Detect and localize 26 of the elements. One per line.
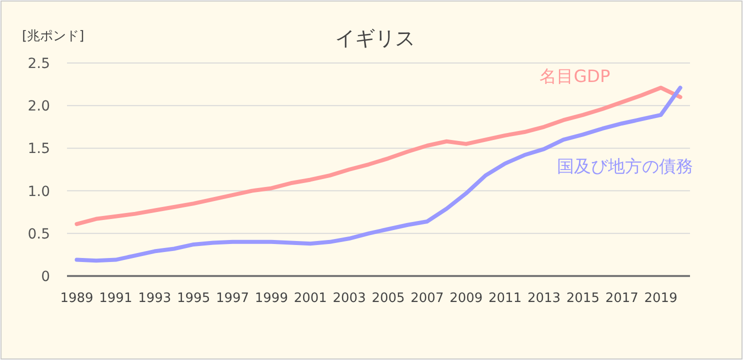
y-tick-label: 0 [41,269,50,285]
chart-title: イギリス [335,26,415,50]
x-tick-label: 2003 [332,291,366,306]
x-tick-label: 2015 [566,291,600,306]
x-tick-label: 1995 [177,291,210,306]
y-axis-title: [兆ポンド] [22,29,84,44]
x-tick-label: 2017 [605,291,638,306]
y-tick-label: 0.5 [28,226,50,242]
series-label: 国及び地方の債務 [557,157,693,177]
x-tick-label: 1991 [99,291,132,306]
y-tick-label: 1.5 [28,141,50,158]
x-tick-label: 2011 [488,291,522,306]
x-tick-label: 2007 [410,291,444,306]
x-tick-label: 1989 [60,291,94,306]
x-tick-label: 1993 [138,291,172,306]
y-tick-label: 2.5 [28,56,50,72]
x-tick-label: 1997 [216,291,250,306]
x-tick-label: 2013 [527,291,561,306]
y-tick-label: 2.0 [28,98,50,115]
x-tick-label: 1999 [254,291,288,306]
x-tick-label: 2009 [450,291,483,306]
x-tick-label: 2005 [372,291,405,306]
y-tick-label: 1.0 [28,184,50,200]
series-label: 名目GDP [540,67,610,87]
x-tick-label: 2001 [294,291,327,306]
x-tick-label: 2019 [644,291,678,306]
